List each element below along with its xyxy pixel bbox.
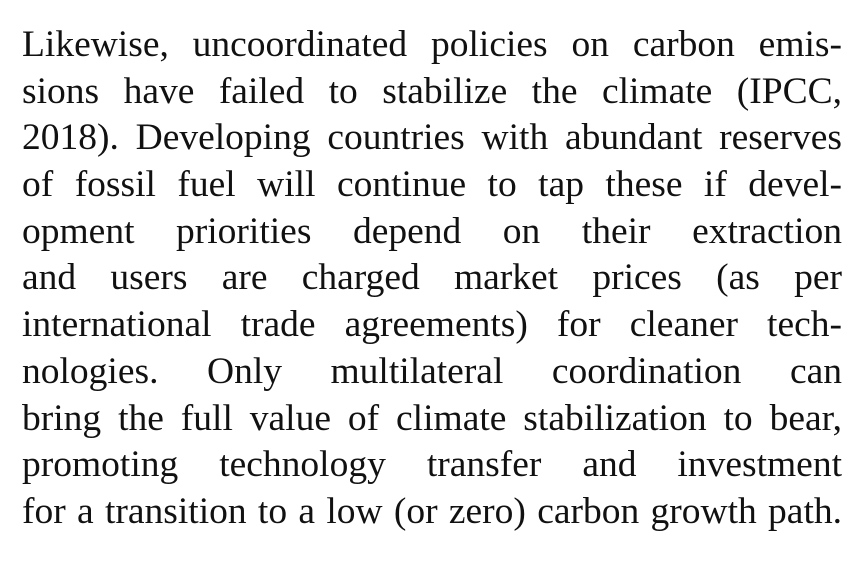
text-line: for a transition to a low (or zero) carb… [22, 490, 842, 532]
text-line: of fossil fuel will continue to tap thes… [22, 164, 842, 206]
text-line: nologies. Only multilateral coordination… [22, 350, 842, 392]
text-line: sions have failed to stabilize the clima… [22, 70, 842, 112]
text-line: bring the full value of climate stabiliz… [22, 397, 842, 439]
text-line: promoting technology transfer and invest… [22, 444, 842, 486]
text-line: international trade agreements) for clea… [22, 304, 842, 346]
text-line: and users are charged market prices (as … [22, 257, 842, 299]
text-line: opment priorities depend on their extrac… [22, 210, 842, 252]
text-line: Likewise, uncoordinated policies on carb… [22, 24, 842, 65]
paragraph: Likewise, uncoordinated policies on carb… [22, 22, 842, 536]
text-line: 2018). Developing countries with abundan… [22, 117, 842, 159]
